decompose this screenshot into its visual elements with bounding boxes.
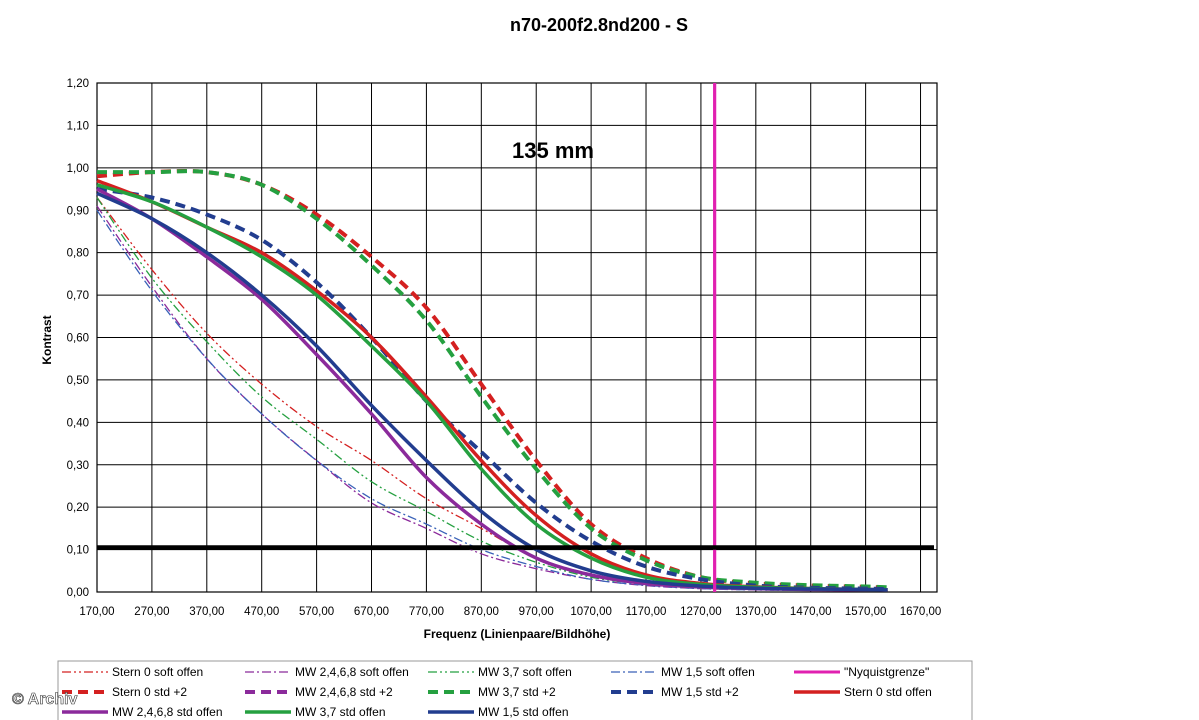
x-tick-label: 1470,00	[790, 606, 832, 618]
x-tick-label: 870,00	[464, 606, 499, 618]
legend-label-4: "Nyquistgrenze"	[844, 665, 929, 679]
series-line-7	[96, 169, 888, 590]
x-axis-label: Frequenz (Linienpaare/Bildhöhe)	[424, 627, 611, 641]
y-tick-label: 0,50	[67, 375, 89, 387]
y-tick-label: 0,20	[67, 502, 89, 514]
y-tick-label: 1,00	[67, 163, 89, 175]
x-tick-label: 1670,00	[900, 606, 942, 618]
y-tick-labels: 0,00 0,10 0,20 0,30 0,40 0,50 0,60 0,70 0,80 0,90…	[67, 78, 89, 599]
y-tick-label: 1,10	[67, 120, 89, 132]
legend-label-12: MW 1,5 std offen	[478, 705, 569, 719]
series-lines	[96, 168, 888, 592]
x-tick-label: 1270,00	[680, 606, 722, 618]
legend-label-5: Stern 0 std +2	[112, 685, 187, 699]
x-tick-label: 1170,00	[626, 606, 667, 618]
x-tick-label: 1570,00	[845, 606, 887, 618]
series-line-1	[96, 205, 888, 592]
x-tick-label: 770,00	[409, 606, 444, 618]
x-tick-label: 970,00	[519, 606, 554, 618]
legend-label-10: MW 2,4,6,8 std offen	[112, 705, 223, 719]
series-line-8	[96, 187, 888, 591]
y-tick-label: 0,40	[67, 417, 89, 429]
reference-lines	[97, 83, 934, 592]
x-tick-label: 670,00	[354, 606, 389, 618]
y-axis-label: Kontrast	[40, 315, 54, 364]
y-tick-label: 1,20	[67, 78, 89, 90]
legend-label-7: MW 3,7 std +2	[478, 685, 556, 699]
y-tick-label: 0,90	[67, 205, 89, 217]
legend-label-1: MW 2,4,6,8 soft offen	[295, 665, 409, 679]
x-tick-labels: 170,00 270,00 370,00 470,00 570,00 670,00 770,…	[79, 606, 941, 618]
y-tick-label: 0,80	[67, 248, 89, 260]
legend-label-3: MW 1,5 soft offen	[661, 665, 755, 679]
x-tick-label: 470,00	[244, 606, 279, 618]
copyright-watermark: © Archiv	[12, 691, 78, 708]
legend: Stern 0 soft offen MW 2,4,6,8 soft offen M…	[62, 665, 932, 719]
legend-label-0: Stern 0 soft offen	[112, 665, 203, 679]
x-tick-label: 370,00	[189, 606, 224, 618]
x-tick-label: 270,00	[134, 606, 169, 618]
x-tick-label: 570,00	[299, 606, 334, 618]
legend-label-6: MW 2,4,6,8 std +2	[295, 685, 393, 699]
legend-label-11: MW 3,7 std offen	[295, 705, 386, 719]
series-line-12	[96, 191, 888, 592]
legend-label-9: Stern 0 std offen	[844, 685, 932, 699]
y-tick-label: 0,60	[67, 333, 89, 345]
y-tick-label: 0,30	[67, 460, 89, 472]
y-tick-label: 0,70	[67, 290, 89, 302]
x-tick-label: 170,00	[79, 606, 114, 618]
legend-label-8: MW 1,5 std +2	[661, 685, 739, 699]
focal-length-annotation: 135 mm	[512, 138, 594, 163]
y-tick-label: 0,10	[67, 545, 89, 557]
x-tick-label: 1070,00	[570, 606, 612, 618]
y-tick-label: 0,00	[67, 587, 89, 599]
legend-label-2: MW 3,7 soft offen	[478, 665, 572, 679]
x-tick-label: 1370,00	[735, 606, 777, 618]
chart-title: n70-200f2.8nd200 - S	[510, 15, 688, 35]
